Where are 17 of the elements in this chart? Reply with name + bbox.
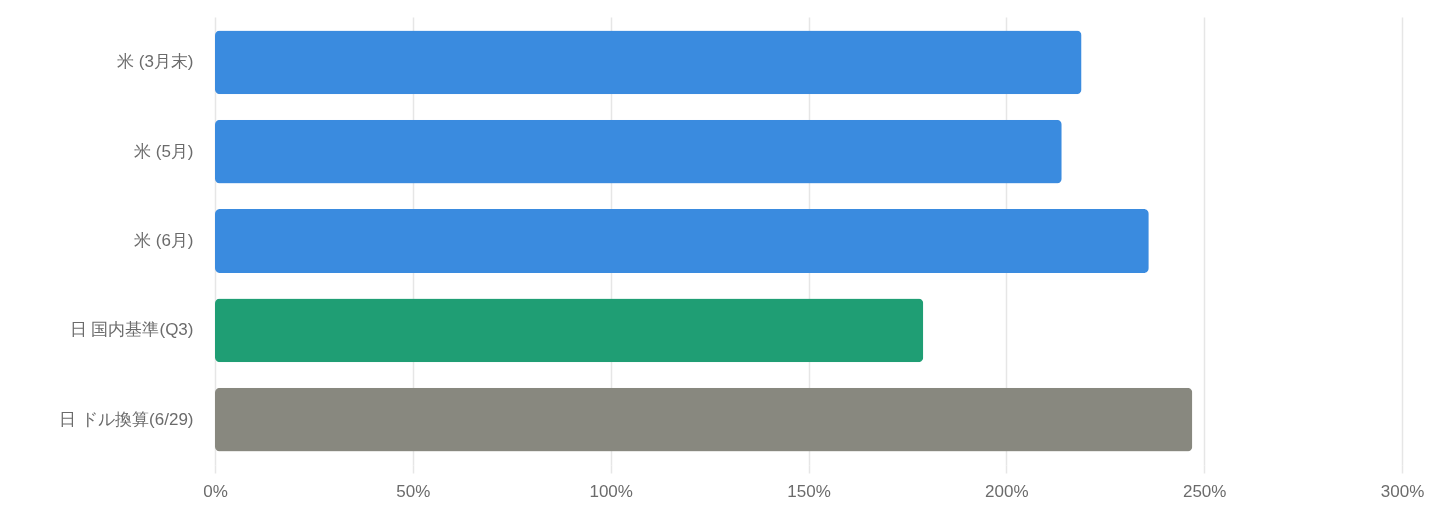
x-tick-label: 100% — [589, 481, 633, 501]
x-tick-label: 250% — [1182, 481, 1227, 501]
bar — [215, 298, 924, 363]
bar — [215, 387, 1193, 452]
y-tick-label: 米 (5月) — [134, 141, 194, 161]
bar — [215, 30, 1082, 95]
bar — [215, 209, 1149, 273]
x-tick-label: 200% — [985, 481, 1029, 501]
y-tick-label: 日 国内基準(Q3) — [69, 320, 194, 340]
x-tick-label: 50% — [396, 481, 431, 501]
x-tick-label: 150% — [787, 481, 831, 501]
y-tick-label: 日 ドル換算(6/29) — [59, 409, 194, 429]
x-tick-label: 0% — [203, 481, 228, 501]
x-tick-label: 300% — [1380, 481, 1425, 501]
y-tick-label: 米 (6月) — [134, 231, 194, 250]
y-tick-label: 米 (3月末) — [117, 52, 194, 72]
bar — [215, 119, 1062, 184]
